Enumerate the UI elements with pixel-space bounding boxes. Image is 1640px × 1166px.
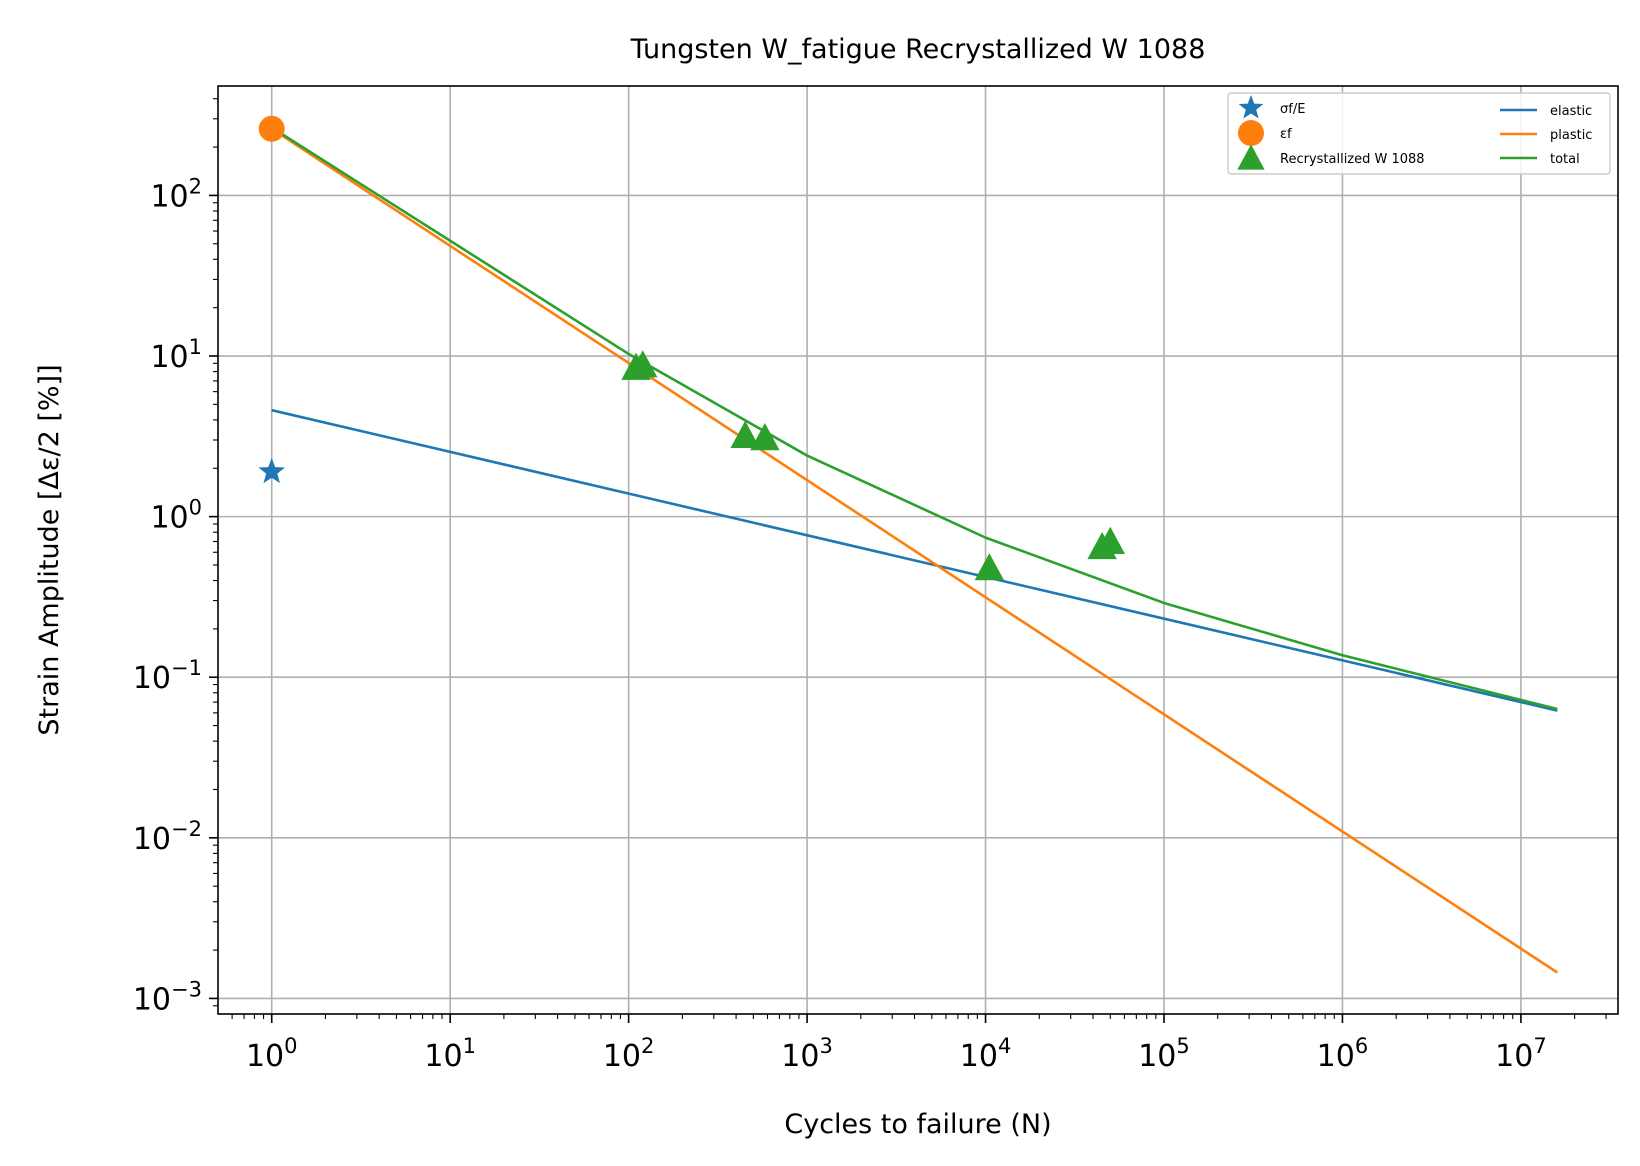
x-tick-label: 104 bbox=[960, 1034, 1012, 1074]
y-tick-label: 102 bbox=[150, 174, 202, 214]
data-point-triangle bbox=[974, 553, 1005, 581]
legend-label: total bbox=[1550, 152, 1580, 167]
y-tick-label: 10−3 bbox=[133, 977, 202, 1017]
legend-marker-circle bbox=[1238, 120, 1264, 146]
legend-marker-triangle bbox=[1237, 144, 1265, 170]
data-point-triangle bbox=[750, 423, 780, 451]
series-line-plastic bbox=[271, 127, 1559, 974]
x-tick-label: 106 bbox=[1317, 1034, 1369, 1074]
plot-frame bbox=[217, 85, 1619, 1015]
legend-label: Recrystallized W 1088 bbox=[1280, 152, 1425, 167]
y-tick-label: 101 bbox=[150, 335, 202, 375]
series-line-total bbox=[271, 126, 1558, 711]
legend-box bbox=[1227, 92, 1611, 175]
data-point-triangle bbox=[1095, 526, 1125, 554]
grid bbox=[218, 86, 1618, 1014]
x-tick-label: 102 bbox=[603, 1034, 655, 1074]
minor-ticks bbox=[213, 98, 1607, 1019]
x-tick-label: 103 bbox=[781, 1034, 833, 1074]
legend: σf/E εf Recrystallized W 1088 elastic plasti… bbox=[1227, 92, 1611, 175]
y-tick-labels: 10−3 10−2 10−1 100 101 102 bbox=[133, 174, 202, 1017]
x-tick-label: 105 bbox=[1138, 1034, 1190, 1074]
data-point-triangle bbox=[628, 350, 658, 378]
major-ticks bbox=[209, 194, 1522, 1023]
y-tick-label: 10−2 bbox=[133, 817, 202, 857]
legend-label: εf bbox=[1280, 127, 1292, 142]
legend-marker-star bbox=[1238, 95, 1264, 119]
data-point-star bbox=[258, 457, 286, 484]
legend-label: σf/E bbox=[1280, 102, 1305, 117]
x-tick-label: 101 bbox=[424, 1034, 476, 1074]
data-point-triangle bbox=[730, 420, 760, 448]
y-tick-label: 100 bbox=[150, 496, 202, 536]
legend-label: elastic bbox=[1550, 104, 1592, 119]
x-axis-label: Cycles to failure (N) bbox=[784, 1109, 1051, 1140]
y-axis-label: Strain Amplitude [Δε/2 [%]] bbox=[34, 364, 65, 735]
legend-label: plastic bbox=[1550, 128, 1592, 143]
x-tick-label: 100 bbox=[246, 1034, 298, 1074]
series-line-elastic bbox=[271, 408, 1558, 712]
y-tick-label: 10−1 bbox=[133, 656, 202, 696]
x-tick-label: 107 bbox=[1495, 1034, 1547, 1074]
chart-title: Tungsten W_fatigue Recrystallized W 1088 bbox=[630, 34, 1206, 65]
series-markers bbox=[258, 115, 1125, 581]
x-tick-labels: 100 101 102 103 104 105 106 107 bbox=[246, 1034, 1547, 1074]
data-point-circle bbox=[258, 115, 285, 142]
series-lines bbox=[271, 126, 1559, 974]
